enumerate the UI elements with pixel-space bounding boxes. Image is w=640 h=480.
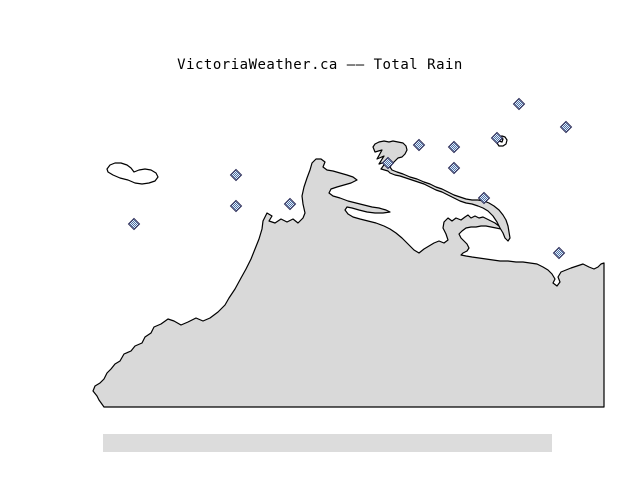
mainland-coastline (92, 158, 605, 408)
station-marker[interactable] (490, 131, 504, 145)
station-marker[interactable] (477, 191, 491, 205)
station-marker[interactable] (381, 156, 395, 170)
station-marker[interactable] (559, 120, 573, 134)
station-marker[interactable] (127, 217, 141, 231)
claw-island-spit (372, 140, 511, 242)
station-marker[interactable] (412, 138, 426, 152)
legend-bar (103, 434, 552, 452)
station-marker[interactable] (283, 197, 297, 211)
station-marker[interactable] (447, 140, 461, 154)
station-marker[interactable] (229, 168, 243, 182)
west-island (106, 162, 159, 185)
station-marker[interactable] (512, 97, 526, 111)
station-markers-layer (127, 97, 573, 260)
small-island (496, 135, 508, 147)
station-marker[interactable] (552, 246, 566, 260)
station-marker[interactable] (229, 199, 243, 213)
station-marker[interactable] (447, 161, 461, 175)
map-title: VictoriaWeather.ca —— Total Rain (177, 57, 463, 73)
